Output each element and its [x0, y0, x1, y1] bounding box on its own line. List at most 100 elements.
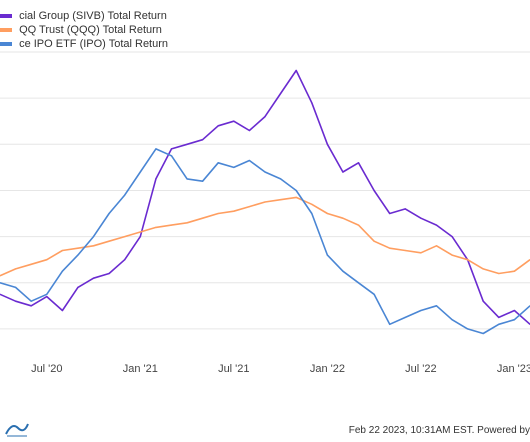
footer-timestamp: Feb 22 2023, 10:31AM EST. Powered by: [348, 425, 530, 436]
data-point-1-11: [170, 224, 173, 226]
data-point-2-16: [248, 159, 250, 162]
data-point-1-9: [139, 231, 141, 233]
data-point-0-23: [357, 162, 360, 164]
data-point-0-7: [108, 272, 110, 275]
data-point-2-0: [0, 282, 1, 284]
data-point-2-28: [435, 305, 438, 307]
data-point-1-28: [435, 245, 438, 247]
data-point-2-6: [92, 236, 95, 238]
data-point-2-12: [186, 178, 188, 180]
data-point-2-10: [155, 148, 157, 150]
data-point-1-0: [0, 275, 1, 277]
data-point-0-22: [342, 171, 344, 173]
data-point-1-17: [264, 201, 266, 203]
data-point-0-20: [311, 102, 313, 104]
ycharts-logo-icon: [5, 423, 29, 437]
data-point-0-31: [482, 300, 484, 302]
data-point-0-11: [170, 148, 173, 150]
data-point-1-25: [389, 247, 391, 249]
data-point-2-2: [30, 300, 32, 302]
data-point-2-15: [233, 166, 235, 168]
data-point-1-21: [326, 212, 328, 215]
data-point-2-3: [46, 293, 48, 295]
x-tick-label: Jul '22: [405, 363, 436, 375]
data-point-1-22: [342, 217, 344, 219]
data-point-0-27: [420, 217, 422, 219]
data-point-2-20: [311, 212, 313, 215]
data-point-1-20: [311, 203, 313, 205]
data-point-2-8: [124, 194, 126, 196]
data-point-1-31: [482, 268, 484, 270]
x-tick-label: Jan '22: [310, 363, 345, 375]
data-point-1-29: [451, 254, 453, 256]
data-point-2-27: [420, 309, 422, 312]
data-point-1-2: [30, 263, 32, 265]
data-point-2-5: [77, 254, 79, 256]
data-point-1-26: [404, 249, 406, 252]
data-point-0-16: [248, 129, 250, 132]
data-point-1-23: [357, 224, 360, 226]
data-point-0-15: [233, 120, 235, 122]
data-point-1-27: [420, 252, 422, 254]
data-point-0-17: [264, 116, 266, 118]
data-point-0-0: [0, 293, 1, 295]
data-point-1-30: [467, 259, 469, 261]
series-layer: [0, 69, 530, 335]
data-point-2-9: [139, 171, 141, 173]
data-point-2-18: [280, 178, 282, 180]
x-tick-label: Jul '21: [218, 363, 249, 375]
legend-item-ipo: ce IPO ETF (IPO) Total Return: [0, 38, 168, 50]
data-point-1-24: [373, 240, 375, 242]
data-point-0-10: [155, 178, 157, 180]
grid: [0, 51, 530, 330]
data-point-0-8: [124, 259, 126, 261]
data-point-2-29: [451, 319, 453, 321]
legend-item-qqq: QQ Trust (QQQ) Total Return: [0, 24, 162, 36]
data-point-1-19: [295, 196, 297, 198]
data-point-1-8: [124, 236, 126, 238]
data-point-1-4: [61, 249, 64, 252]
data-point-0-32: [498, 316, 500, 318]
data-point-0-4: [61, 309, 64, 312]
data-point-0-1: [15, 300, 17, 302]
data-point-1-33: [513, 270, 516, 272]
data-point-0-2: [30, 305, 32, 307]
data-point-0-3: [46, 296, 48, 298]
data-point-0-19: [295, 69, 297, 72]
data-point-0-26: [404, 208, 406, 210]
data-point-2-26: [404, 316, 406, 318]
data-point-1-32: [498, 272, 500, 275]
data-point-1-12: [186, 222, 188, 224]
data-point-0-33: [513, 309, 516, 312]
data-point-1-15: [233, 210, 235, 212]
legend-label-sivb: cial Group (SIVB) Total Return: [19, 10, 167, 22]
data-point-2-13: [202, 180, 204, 182]
data-point-1-3: [46, 259, 48, 261]
data-point-2-22: [342, 270, 344, 272]
legend-swatch-sivb: [0, 14, 12, 19]
data-point-0-29: [451, 236, 453, 238]
x-axis: Jul '20 Jan '21 Jul '21 Jan '22 Jul '22 Jan '…: [31, 363, 530, 375]
series-line-0: [0, 69, 530, 325]
data-point-2-17: [264, 171, 266, 173]
data-point-2-23: [357, 282, 360, 284]
data-point-1-14: [217, 212, 219, 215]
data-point-0-14: [217, 125, 219, 127]
legend-label-ipo: ce IPO ETF (IPO) Total Return: [19, 38, 169, 50]
data-point-0-28: [435, 224, 438, 226]
data-point-0-12: [186, 143, 188, 145]
data-point-2-24: [373, 293, 375, 295]
data-point-2-7: [108, 212, 110, 215]
data-point-1-18: [280, 199, 282, 201]
data-point-1-13: [202, 217, 204, 219]
data-point-0-13: [202, 139, 204, 141]
legend-item-sivb: cial Group (SIVB) Total Return: [0, 10, 167, 22]
data-point-1-1: [15, 268, 17, 270]
data-point-0-24: [373, 189, 375, 192]
data-point-2-19: [295, 189, 297, 192]
x-tick-label: Jan '21: [123, 363, 158, 375]
x-tick-label: Jan '23: [497, 363, 530, 375]
data-point-2-11: [170, 155, 173, 157]
x-tick-label: Jul '20: [31, 363, 62, 375]
